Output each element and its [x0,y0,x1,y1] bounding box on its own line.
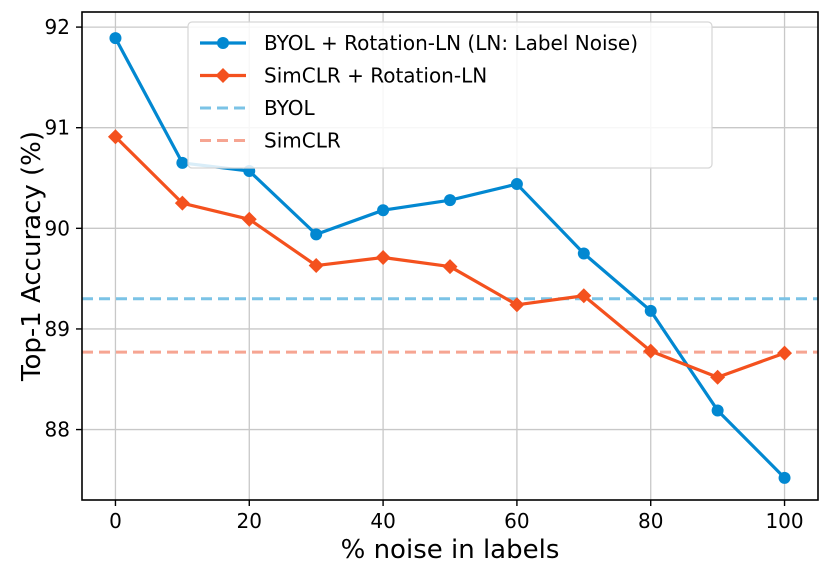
data-point [377,204,390,217]
y-tick-label: 88 [45,418,70,442]
legend: BYOL + Rotation-LN (LN: Label Noise) SimC… [187,21,713,169]
y-axis-ticks: 88 89 90 91 92 [45,15,82,442]
legend-entry-label: SimCLR [264,129,341,153]
legend-box [187,21,713,169]
data-point [442,259,458,275]
data-point [643,343,659,359]
data-point [778,471,791,484]
data-point [109,32,122,45]
x-tick-label: 0 [109,509,122,533]
data-point [510,178,523,191]
data-point [644,304,657,317]
y-tick-label: 89 [45,317,70,341]
legend-entry-label: BYOL + Rotation-LN (LN: Label Noise) [264,31,638,55]
y-tick-label: 92 [45,15,70,39]
data-point [777,345,793,361]
data-point [174,195,190,211]
data-point [444,194,456,207]
y-axis-label: Top-1 Accuracy (%) [17,131,47,382]
x-tick-label: 40 [370,509,395,533]
x-tick-label: 60 [504,509,529,533]
data-point [710,369,726,385]
series-line-1 [114,135,786,379]
series-markers [107,32,793,484]
data-point [576,288,592,304]
x-tick-label: 80 [638,509,663,533]
legend-entry-label: BYOL [264,96,315,120]
legend-marker [217,37,229,49]
data-point [308,258,324,274]
y-tick-label: 91 [45,116,70,140]
data-point [577,247,590,260]
data-point [375,250,391,266]
legend-marker [215,68,231,83]
data-point [310,228,323,241]
data-point [509,297,525,313]
data-point [107,129,123,145]
x-tick-label: 100 [765,509,803,533]
legend-entry-label: SimCLR + Rotation-LN [264,64,487,88]
x-tick-label: 20 [237,509,262,533]
y-tick-label: 90 [45,216,70,240]
baseline-lines [82,297,818,354]
plot-frame [81,11,819,501]
data-point [176,156,189,169]
data-point [711,404,724,417]
x-axis-label: % noise in labels [341,535,560,565]
data-point [241,211,257,227]
x-axis-ticks: 0 20 40 60 80 100 [109,500,804,533]
